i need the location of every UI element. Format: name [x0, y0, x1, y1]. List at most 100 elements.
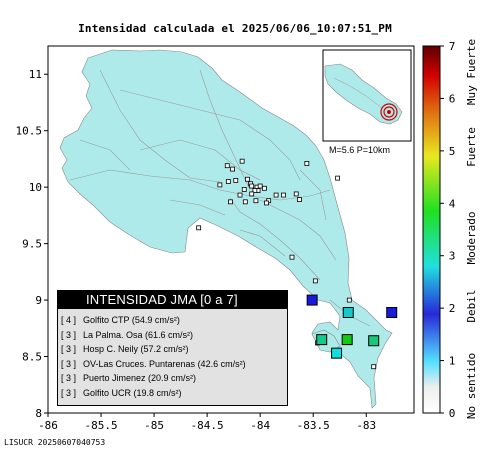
x-tick-label: -83.5: [297, 419, 330, 432]
scale-category-label: Moderado: [465, 212, 478, 265]
intensity-markers: [306, 294, 398, 359]
station-marker: [293, 191, 299, 197]
station-marker: [297, 197, 302, 202]
scale-categories: No sentido Debil Moderado Fuerte Muy Fuerte: [465, 39, 478, 419]
legend-item-level: [ 3 ]: [61, 329, 77, 340]
y-tick-label: 11: [29, 68, 42, 81]
x-tick-label: -85: [144, 419, 164, 432]
station-marker: [196, 225, 202, 231]
legend-item: [ 3 ] Golfito UCR (19.8 cm/s²): [58, 386, 287, 401]
station-marker: [252, 188, 258, 193]
y-tick-label: 10: [29, 181, 42, 194]
color-scale: 0 1 2 3 4 5 6 7: [422, 40, 456, 420]
station-marker: [249, 183, 255, 189]
legend-item-name: OV-Las Cruces. Puntarenas: [83, 358, 196, 369]
legend-item-name: Puerto Jimenez: [83, 373, 146, 383]
station-marker: [264, 200, 269, 206]
legend-item-name: La Palma. Osa: [83, 329, 143, 340]
intensity-station-marker: [331, 347, 343, 359]
station-marker: [371, 364, 377, 370]
x-tick-label: -85.5: [84, 419, 117, 432]
inset-label: M=5.6 P=10km: [329, 145, 390, 155]
station-marker: [281, 192, 286, 198]
station-marker: [249, 191, 255, 197]
station-marker: [304, 161, 310, 166]
legend-item-name: Golfito CTP: [83, 315, 130, 325]
station-marker: [257, 183, 263, 189]
station-marker: [242, 199, 248, 205]
station-marker: [230, 166, 235, 172]
legend-item: [ 3 ] Hosp C. Neily (57.2 cm/s²): [58, 342, 287, 357]
legend-title: INTENSIDAD JMA [0 a 7]: [58, 291, 287, 309]
scale-tick-label: 2: [449, 302, 456, 315]
station-marker: [245, 176, 250, 182]
scale-category-label: Debil: [465, 289, 478, 322]
legend-item-level: [ 3 ]: [61, 373, 77, 383]
scale-category-label: Fuerte: [465, 127, 478, 167]
legend-list: [ 4 ] Golfito CTP (54.9 cm/s²) [ 3 ] La Pal…: [58, 313, 287, 400]
legend-item-level: [ 3 ]: [61, 387, 77, 398]
intensity-station-marker: [341, 334, 353, 346]
intensity-legend: INTENSIDAD JMA [0 a 7] [ 4 ] Golfito CTP …: [57, 290, 288, 406]
legend-item-name: Hosp C. Neily: [83, 344, 139, 354]
station-marker: [237, 192, 243, 198]
legend-item-value: (42.6 cm/s²): [195, 358, 246, 369]
legend-item-level: [ 3 ]: [61, 358, 77, 369]
scale-tick-label: 1: [449, 355, 456, 368]
legend-item: [ 3 ] La Palma. Osa (61.6 cm/s²): [58, 328, 287, 343]
station-marker: [239, 158, 245, 164]
inset-map: M=5.6 P=10km: [322, 49, 412, 155]
station-marker: [312, 278, 318, 284]
scale-category-label: No sentido: [465, 353, 478, 419]
legend-item-value: (54.9 cm/s²): [129, 315, 180, 325]
x-tick-label: -83: [356, 419, 376, 432]
station-marker: [335, 175, 341, 181]
scale-tick-label: 0: [449, 407, 456, 420]
y-tick-label: 9: [35, 294, 42, 307]
legend-item: [ 4 ] Golfito CTP (54.9 cm/s²): [58, 313, 287, 328]
legend-item-level: [ 4 ]: [61, 315, 77, 325]
legend-item-name: Golfito UCR: [83, 387, 132, 398]
y-tick-label: 10.5: [16, 125, 43, 138]
station-marker: [224, 163, 230, 169]
y-tick-label: 9.5: [22, 238, 42, 251]
station-marker: [289, 254, 295, 260]
station-marker: [217, 182, 223, 188]
legend-item: [ 3 ] OV-Las Cruces. Puntarenas (42.6 cm/…: [58, 357, 287, 372]
intensity-station-marker: [316, 334, 328, 346]
legend-item-value: (20.9 cm/s²): [145, 373, 197, 383]
map-frame: [47, 45, 415, 414]
station-marker: [225, 179, 231, 184]
station-marker: [253, 198, 259, 204]
x-tick-label: -84: [250, 419, 270, 432]
x-axis: -86 -85.5 -85 -84.5 -84 -83.5 -83: [38, 413, 376, 432]
legend-item-value: (19.8 cm/s²): [131, 387, 182, 398]
scale-category-label: Muy Fuerte: [465, 39, 478, 105]
y-axis: 11 10.5 10 9.5 9 8.5 8: [16, 68, 48, 420]
footer-id: LISUCR 20250607040753: [4, 438, 106, 447]
intensity-station-marker: [306, 294, 318, 306]
scale-tick-label: 7: [449, 40, 456, 53]
station-marker: [241, 187, 247, 192]
scale-tick-label: 3: [449, 250, 456, 263]
page-title: Intensidad calculada el 2025/06/06_10:07…: [78, 22, 392, 35]
legend-item-value: (61.6 cm/s²): [142, 329, 194, 340]
legend-item-value: (57.2 cm/s²): [138, 344, 189, 354]
y-tick-label: 8: [35, 407, 42, 420]
intensity-station-marker: [368, 335, 380, 347]
y-tick-label: 8.5: [22, 351, 42, 364]
station-marker: [233, 177, 239, 183]
station-marker: [228, 199, 233, 205]
intensity-station-marker: [342, 306, 354, 318]
x-tick-label: -84.5: [191, 419, 224, 432]
legend-item-level: [ 3 ]: [61, 344, 77, 354]
scale-tick-label: 6: [449, 92, 456, 105]
scale-tick-label: 5: [449, 145, 456, 158]
intensity-station-marker: [386, 306, 398, 318]
station-marker: [346, 297, 352, 303]
station-marker: [273, 192, 279, 198]
scale-tick-label: 4: [449, 197, 456, 210]
x-tick-label: -86: [38, 419, 58, 432]
legend-item: [ 3 ] Puerto Jimenez (20.9 cm/s²): [58, 371, 287, 386]
